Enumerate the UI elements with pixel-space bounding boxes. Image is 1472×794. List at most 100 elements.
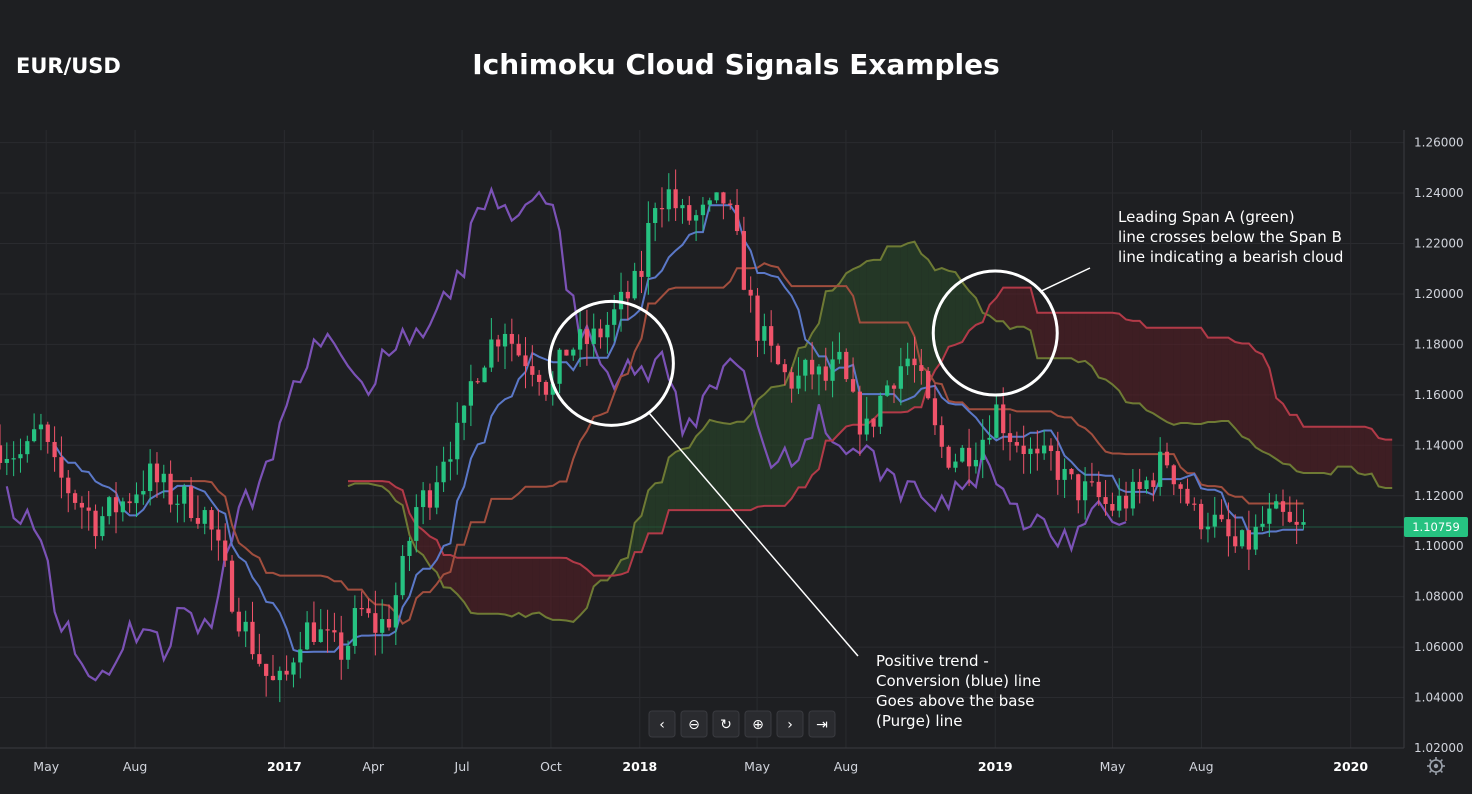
candle[interactable] [380, 599, 385, 654]
candle[interactable] [796, 357, 801, 395]
candle-body[interactable] [52, 441, 57, 458]
candle[interactable] [168, 460, 173, 513]
time-axis[interactable]: May Aug 2017 Apr Jul Oct 2018 May Aug 2019 May Aug 2… [33, 759, 1368, 774]
candle[interactable] [646, 201, 651, 295]
candle-body[interactable] [393, 595, 398, 628]
candle[interactable] [441, 446, 446, 492]
candle-body[interactable] [857, 391, 863, 435]
candle[interactable] [584, 309, 590, 366]
candle-body[interactable] [1178, 484, 1183, 489]
candle-body[interactable] [530, 366, 535, 375]
candle[interactable] [639, 250, 644, 293]
candle-body[interactable] [236, 611, 241, 632]
candle-body[interactable] [1280, 501, 1286, 512]
candle-body[interactable] [366, 608, 371, 614]
candle[interactable] [926, 367, 931, 400]
candle[interactable] [1042, 429, 1047, 460]
candle[interactable] [1151, 472, 1156, 502]
candle-body[interactable] [1212, 514, 1217, 527]
candle[interactable] [728, 199, 733, 210]
candle-body[interactable] [714, 192, 719, 201]
candle[interactable] [769, 310, 774, 363]
candle-body[interactable] [1158, 451, 1163, 487]
candle[interactable] [414, 494, 419, 553]
candle-body[interactable] [639, 270, 644, 277]
candle[interactable] [632, 262, 637, 301]
candle-body[interactable] [973, 459, 979, 467]
candle-body[interactable] [516, 343, 521, 356]
candle[interactable] [1069, 467, 1074, 480]
candle[interactable] [175, 494, 180, 523]
candle-body[interactable] [1219, 514, 1224, 520]
candle-body[interactable] [1226, 519, 1231, 537]
candle[interactable] [113, 482, 119, 534]
candlestick-series[interactable] [0, 169, 1306, 703]
candle-body[interactable] [653, 208, 658, 223]
candle-body[interactable] [345, 645, 351, 660]
candle[interactable] [598, 319, 603, 349]
candle[interactable] [66, 470, 71, 513]
candle[interactable] [1246, 510, 1252, 570]
candle[interactable] [59, 436, 64, 499]
candle[interactable] [1158, 437, 1163, 496]
candle-body[interactable] [1164, 451, 1170, 466]
candle[interactable] [489, 318, 494, 372]
candle[interactable] [1137, 468, 1142, 504]
candle-body[interactable] [1123, 495, 1129, 509]
candle-body[interactable] [134, 494, 139, 504]
candle[interactable] [366, 598, 371, 618]
candle-body[interactable] [400, 555, 405, 596]
candle-body[interactable] [455, 422, 460, 460]
candle-body[interactable] [482, 367, 487, 383]
candle-body[interactable] [1062, 468, 1067, 480]
candle-body[interactable] [188, 486, 194, 519]
candle[interactable] [400, 545, 405, 600]
candle-body[interactable] [72, 493, 78, 503]
candle-body[interactable] [830, 359, 835, 381]
candle[interactable] [1144, 476, 1149, 494]
candle[interactable] [782, 359, 787, 386]
candle-body[interactable] [1110, 503, 1115, 511]
candle[interactable] [816, 364, 822, 396]
settings-button[interactable] [1427, 757, 1445, 775]
candle[interactable] [461, 405, 467, 441]
candle[interactable] [714, 192, 719, 204]
candle-body[interactable] [195, 518, 201, 524]
candle-body[interactable] [823, 366, 828, 381]
candle-body[interactable] [871, 418, 876, 427]
candle[interactable] [653, 202, 658, 242]
candle[interactable] [32, 413, 37, 443]
candle[interactable] [755, 288, 760, 358]
candle[interactable] [1287, 496, 1292, 523]
candle[interactable] [1205, 512, 1211, 543]
candle-body[interactable] [461, 405, 467, 423]
candle-body[interactable] [168, 473, 173, 505]
candle[interactable] [1089, 462, 1095, 487]
candle-body[interactable] [1185, 488, 1190, 504]
candle[interactable] [994, 394, 999, 439]
candle-body[interactable] [1239, 530, 1245, 547]
candle-body[interactable] [919, 365, 924, 371]
candle-body[interactable] [816, 366, 822, 375]
candle[interactable] [1130, 468, 1135, 516]
candle[interactable] [775, 343, 781, 366]
candle-body[interactable] [905, 358, 910, 367]
candle-body[interactable] [223, 540, 228, 561]
candle-body[interactable] [755, 295, 760, 341]
candle[interactable] [762, 313, 767, 355]
candle[interactable] [264, 663, 269, 697]
candle[interactable] [980, 419, 985, 479]
candle[interactable] [1021, 425, 1026, 474]
candle[interactable] [1226, 502, 1231, 557]
candle-body[interactable] [386, 619, 392, 628]
candle[interactable] [1219, 499, 1224, 522]
candle[interactable] [209, 506, 214, 551]
candle[interactable] [577, 311, 583, 367]
candle[interactable] [332, 612, 337, 642]
candle-body[interactable] [339, 632, 344, 660]
candle[interactable] [52, 426, 57, 472]
candle[interactable] [871, 417, 876, 438]
candle-body[interactable] [257, 654, 262, 664]
candle-body[interactable] [250, 621, 255, 655]
